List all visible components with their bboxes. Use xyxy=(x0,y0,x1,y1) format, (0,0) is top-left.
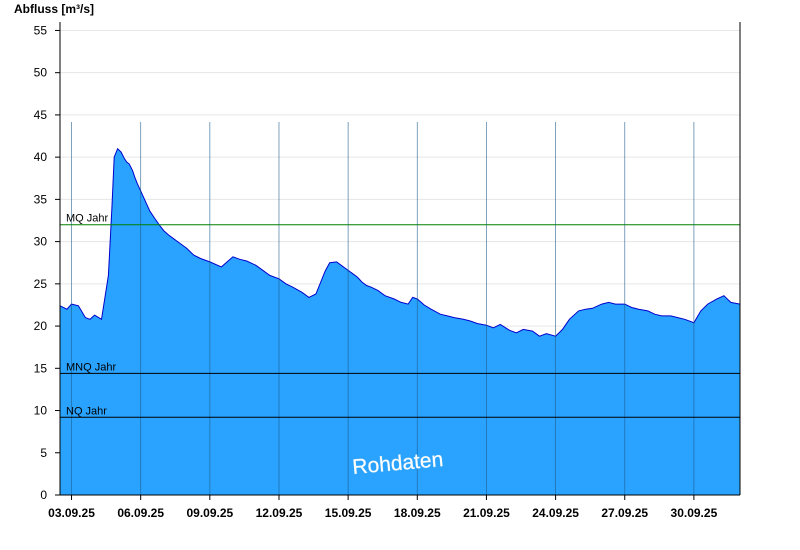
y-axis-label: Abfluss [m³/s] xyxy=(14,2,94,16)
y-tick-label-5: 5 xyxy=(40,446,47,460)
x-tick-label-12.09.25: 12.09.25 xyxy=(256,506,303,520)
x-ticks: 03.09.25 06.09.25 09.09.25 12.09.25 15.09.25… xyxy=(48,495,718,520)
x-tick-label-03.09.25: 03.09.25 xyxy=(48,506,95,520)
x-tick-label-06.09.25: 06.09.25 xyxy=(117,506,164,520)
day-markers xyxy=(71,122,695,495)
ref-label-mnq-jahr: MNQ Jahr xyxy=(66,361,116,373)
ref-label-mq-jahr: MQ Jahr xyxy=(66,213,109,225)
y-tick-label-30: 30 xyxy=(34,235,48,249)
x-tick-label-27.09.25: 27.09.25 xyxy=(601,506,648,520)
x-tick-label-21.09.25: 21.09.25 xyxy=(463,506,510,520)
axes xyxy=(59,22,741,496)
x-tick-label-15.09.25: 15.09.25 xyxy=(325,506,372,520)
x-tick-label-30.09.25: 30.09.25 xyxy=(671,506,718,520)
series-area xyxy=(59,147,741,495)
y-tick-label-55: 55 xyxy=(34,23,48,37)
y-ticks: 0 5 10 15 20 25 30 35 40 45 50 55 xyxy=(34,23,60,502)
y-tick-label-45: 45 xyxy=(34,108,48,122)
series-area-fill xyxy=(60,148,740,495)
x-tick-label-09.09.25: 09.09.25 xyxy=(186,506,233,520)
y-tick-label-35: 35 xyxy=(34,192,48,206)
y-tick-label-0: 0 xyxy=(40,488,47,502)
y-tick-label-10: 10 xyxy=(34,404,48,418)
y-tick-label-25: 25 xyxy=(34,277,48,291)
y-tick-label-50: 50 xyxy=(34,66,48,80)
y-tick-label-40: 40 xyxy=(34,150,48,164)
y-tick-label-20: 20 xyxy=(34,319,48,333)
x-tick-label-18.09.25: 18.09.25 xyxy=(394,506,441,520)
x-tick-label-24.09.25: 24.09.25 xyxy=(532,506,579,520)
reference-lines: MQ Jahr MNQ Jahr NQ Jahr xyxy=(60,213,740,418)
y-tick-label-15: 15 xyxy=(34,361,48,375)
ref-label-nq-jahr: NQ Jahr xyxy=(66,405,107,417)
series-line xyxy=(59,147,741,337)
